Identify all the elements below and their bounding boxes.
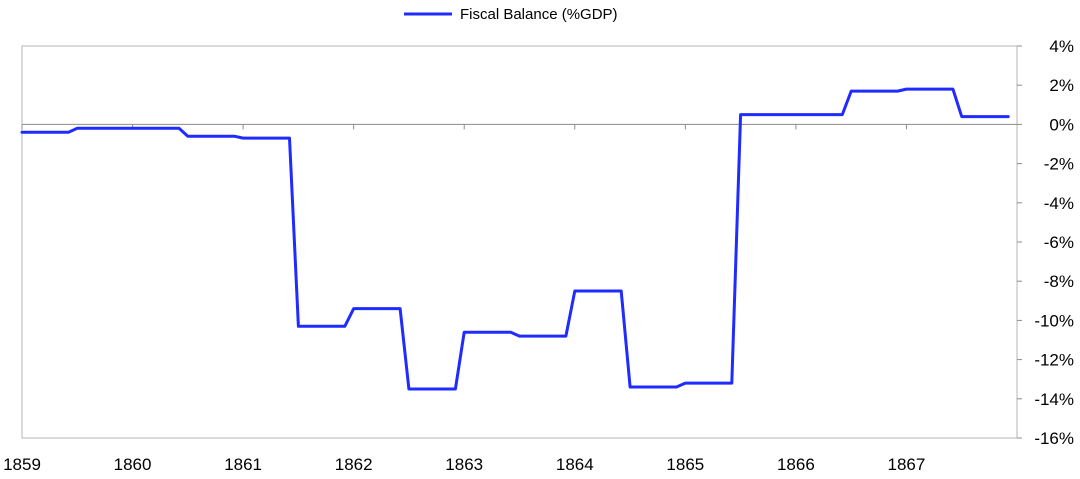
x-axis-ticks <box>21 124 907 130</box>
x-tick-label: 1859 <box>3 455 41 474</box>
y-tick-label: 0% <box>1049 115 1074 134</box>
y-tick-label: -14% <box>1034 390 1074 409</box>
series-line-fiscal-balance <box>20 87 1010 391</box>
x-tick-label: 1863 <box>445 455 483 474</box>
x-tick-label: 1860 <box>114 455 152 474</box>
x-tick-label: 1862 <box>335 455 373 474</box>
x-tick-label: 1867 <box>888 455 926 474</box>
y-tick-label: 2% <box>1049 76 1074 95</box>
y-tick-label: -2% <box>1044 155 1074 174</box>
x-axis-labels: 1859 1860 1861 1862 1863 1864 1865 1866 1867 <box>3 455 925 474</box>
x-tick-label: 1866 <box>777 455 815 474</box>
y-axis-ticks <box>1017 45 1022 439</box>
y-tick-label: -8% <box>1044 272 1074 291</box>
y-axis-labels: 4% 2% 0% -2% -4% -6% -8% -10% -12% -14% -16% <box>1034 37 1074 448</box>
plot-area-frame <box>21 45 1018 439</box>
x-tick-label: 1864 <box>556 455 594 474</box>
x-tick-label: 1865 <box>666 455 704 474</box>
legend-label: Fiscal Balance (%GDP) <box>460 6 618 23</box>
legend: Fiscal Balance (%GDP) <box>404 6 618 23</box>
y-tick-label: -12% <box>1034 351 1074 370</box>
y-tick-label: -16% <box>1034 429 1074 448</box>
x-tick-label: 1861 <box>224 455 262 474</box>
series-layer <box>20 87 1010 391</box>
y-tick-label: -6% <box>1044 233 1074 252</box>
y-tick-label: -10% <box>1034 311 1074 330</box>
y-tick-label: 4% <box>1049 37 1074 56</box>
y-tick-label: -4% <box>1044 194 1074 213</box>
